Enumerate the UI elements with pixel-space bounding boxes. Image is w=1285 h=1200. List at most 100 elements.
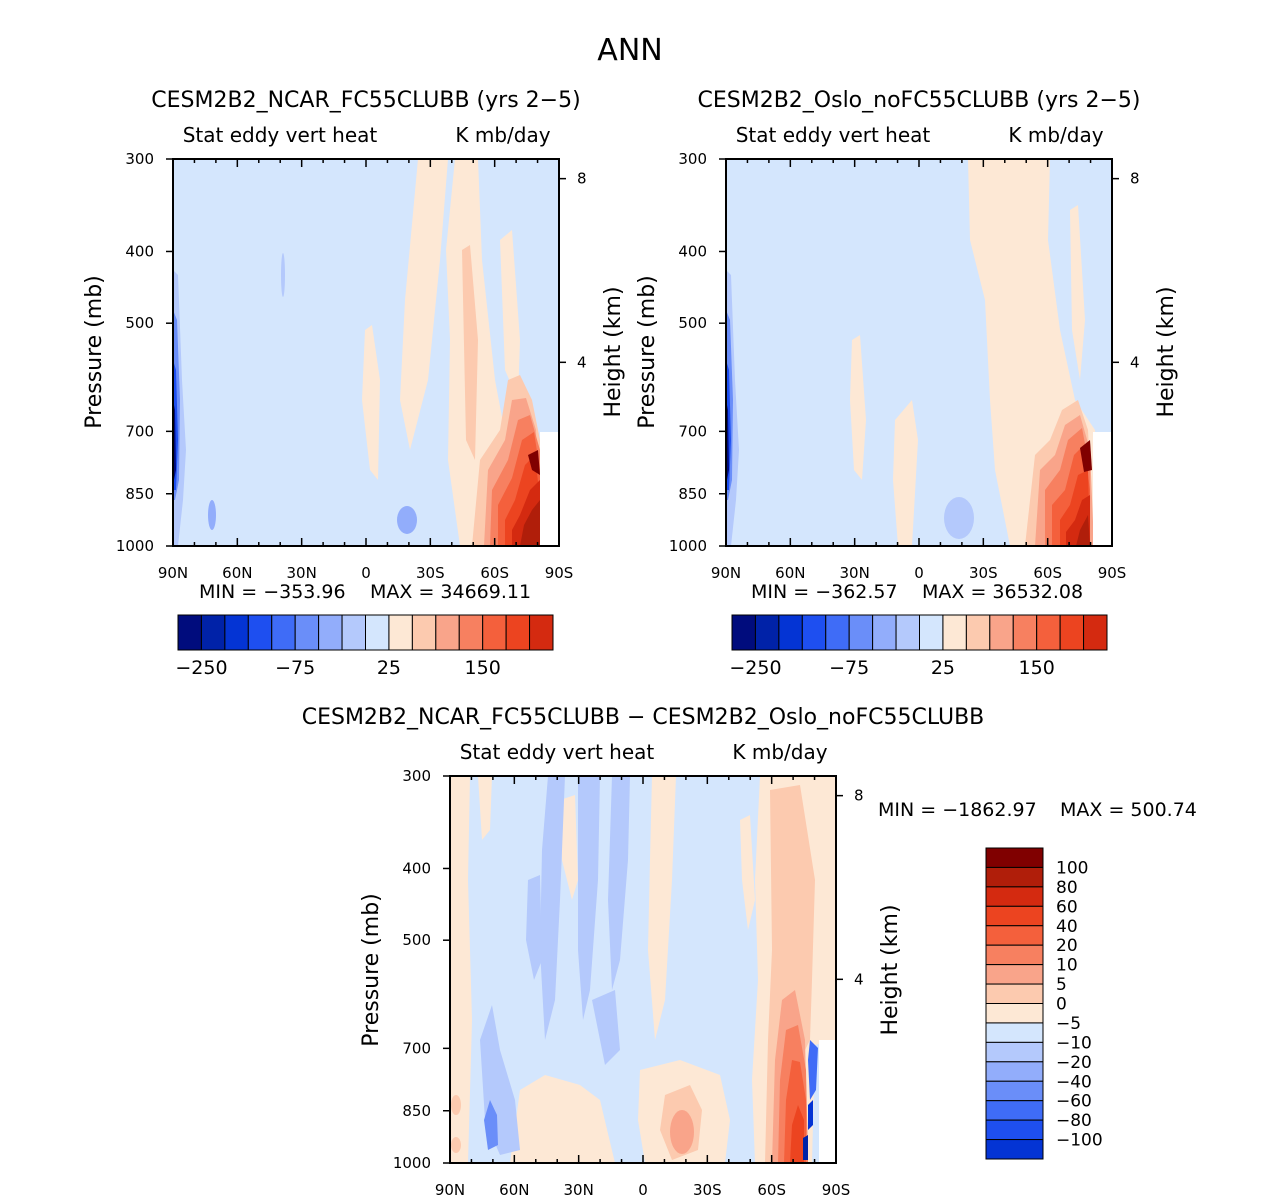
colorbar-box [435,614,460,651]
colorbar-label: 80 [1056,878,1078,898]
x-tick-label: 30S [416,564,445,582]
panel-subtitle-right: K mb/day [1008,123,1103,147]
colorbar-label: −20 [1056,1053,1092,1073]
contour-negative-band [526,875,542,980]
colorbar-box [985,1003,1044,1024]
y-axis-label: Pressure (mb) [635,275,660,429]
missing-topography [1093,432,1112,546]
x-tick-label: 90N [435,1181,465,1199]
contour-positive-band [500,230,520,400]
colorbar-label: 0 [1056,995,1067,1015]
colorbar-box [848,614,874,651]
x-tick-label: 30S [969,564,998,582]
colorbar-box [318,614,343,651]
colorbar-label: −250 [729,657,781,679]
x-tick-label: 60N [222,564,252,582]
x-tick-label: 30N [840,564,870,582]
y-tick-label: 300 [678,150,707,168]
x-tick-label: 60S [1033,564,1062,582]
y-tick-label: 850 [402,1102,431,1120]
colorbar-box [801,614,827,651]
x-axis: 90N 60N 30N 0 30S 60S 90S [158,159,573,582]
colorbar-box [247,614,273,651]
x-tick-label: 0 [361,564,371,582]
colorbar-box [458,614,484,651]
colorbar-box [895,614,920,651]
colorbar-box [919,614,944,651]
y2-tick-label: 8 [1130,170,1140,188]
contour-positive-band [893,400,918,546]
y-tick-label: 400 [402,859,431,877]
contour-positive-band [740,815,755,930]
y-axis: 300 400 500 700 850 1000 8 4 [669,150,1140,555]
colorbar-box [985,1080,1044,1102]
x-tick-label: 90N [158,564,188,582]
y-axis: 300 400 500 700 850 1000 8 4 [393,767,864,1172]
colorbar-label: 60 [1056,897,1078,917]
figure-title: ANN [597,33,662,68]
contour-negative-band [281,253,285,297]
contour-negative-band [944,497,974,539]
panel-title: CESM2B2_Oslo_noFC55CLUBB (yrs 2−5) [698,88,1141,113]
colorbar-box [985,1041,1044,1063]
contour-positive-band [528,450,540,475]
x-axis: 90N 60N 30N 0 30S 60S 90S [711,159,1126,582]
colorbar-box [985,1022,1044,1043]
colorbar-label: −60 [1056,1092,1092,1112]
y-tick-label: 1000 [669,537,707,555]
y-tick-label: 500 [402,931,431,949]
y2-axis-label: Height (km) [601,286,626,417]
colorbar-box [1059,614,1085,651]
colorbar-label: 40 [1056,917,1078,937]
max-label: MAX = 36532.08 [922,581,1083,603]
y2-axis-label: Height (km) [878,904,903,1035]
colorbar-box [985,905,1044,927]
colorbar-box [294,614,320,651]
y-tick-label: 500 [678,314,707,332]
colorbar-label: −10 [1056,1033,1092,1053]
x-tick-label: 60S [757,1181,786,1199]
colorbar-box [872,614,897,651]
panel-title: CESM2B2_NCAR_FC55CLUBB − CESM2B2_Oslo_no… [302,705,985,730]
panel-oslo: CESM2B2_Oslo_noFC55CLUBB (yrs 2−5) Stat … [635,88,1179,679]
colorbar-box [985,925,1044,946]
contour-field [173,159,559,546]
colorbar-box [1036,614,1061,651]
contour-positive-band [450,776,472,1163]
colorbar: −250 −75 25 150 [729,614,1108,679]
x-tick-label: 30N [564,1181,594,1199]
missing-topography [540,432,559,546]
y-tick-label: 400 [678,242,707,260]
colorbar-label: 150 [465,657,501,679]
colorbar-box [985,964,1044,985]
contour-positive-band [850,335,866,480]
max-label: MAX = 500.74 [1060,799,1197,821]
colorbar-box [341,614,366,651]
colorbar-box [482,614,507,651]
y2-tick-label: 4 [1130,353,1140,371]
contour-negative-band [808,1100,813,1130]
y-tick-label: 700 [402,1039,431,1057]
colorbar-label: 20 [1056,936,1078,956]
colorbar-box [985,983,1044,1004]
colorbar-label: −5 [1056,1014,1081,1034]
colorbar-label: −100 [1056,1131,1103,1151]
panel-subtitle-right: K mb/day [732,740,827,764]
contour-positive-band [520,500,540,546]
colorbar-label: −80 [1056,1111,1092,1131]
colorbar-label: 25 [377,657,401,679]
y-axis-label: Pressure (mb) [359,893,384,1047]
y-tick-label: 700 [125,422,154,440]
y2-tick-label: 4 [577,353,587,371]
colorbar-box [271,614,296,651]
colorbar-box [1012,614,1038,651]
colorbar-box [985,1100,1044,1121]
colorbar-label: 100 [1056,858,1088,878]
colorbar-box [985,1119,1044,1141]
panel-subtitle-left: Stat eddy vert heat [183,123,378,147]
missing-topography [819,1040,836,1163]
contour-positive-band [510,1075,615,1163]
x-tick-label: 60N [775,564,805,582]
